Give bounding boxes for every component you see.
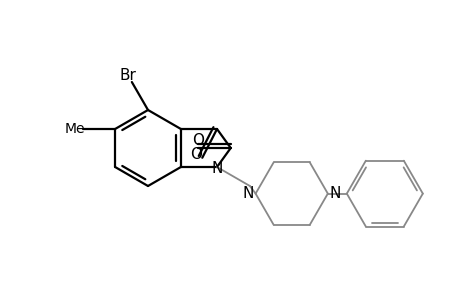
Text: Br: Br [119,68,136,82]
Text: N: N [242,186,254,201]
Text: O: O [190,147,202,162]
Text: O: O [192,133,204,148]
Text: N: N [211,160,222,175]
Text: N: N [329,186,340,201]
Text: Me: Me [64,122,85,136]
